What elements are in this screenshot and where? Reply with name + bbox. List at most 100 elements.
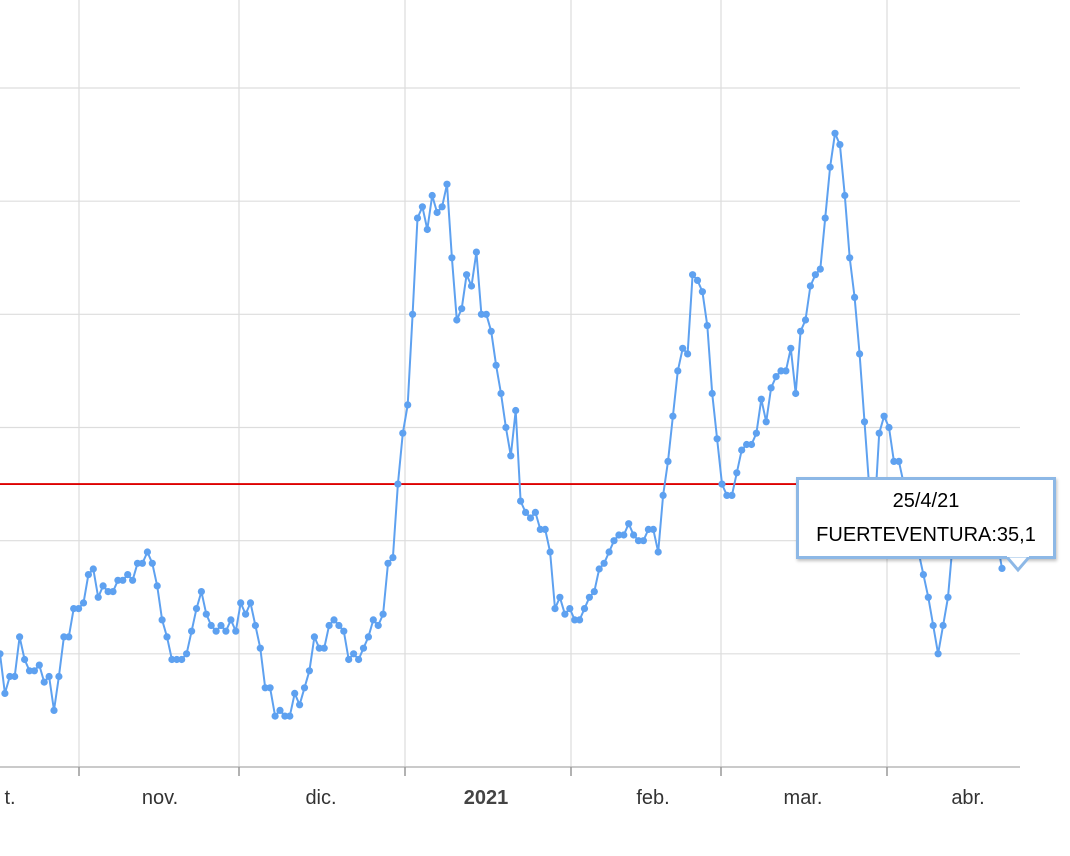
data-point[interactable] xyxy=(472,248,480,256)
data-point[interactable] xyxy=(75,605,83,613)
data-point[interactable] xyxy=(610,537,618,545)
data-point[interactable] xyxy=(242,610,250,618)
data-point[interactable] xyxy=(237,599,245,607)
data-point[interactable] xyxy=(94,593,102,601)
data-point[interactable] xyxy=(738,446,746,454)
data-point[interactable] xyxy=(620,531,628,539)
data-point[interactable] xyxy=(723,491,731,499)
data-point[interactable] xyxy=(630,531,638,539)
data-point[interactable] xyxy=(423,225,431,234)
data-point[interactable] xyxy=(566,605,574,613)
data-point[interactable] xyxy=(178,655,186,664)
data-point[interactable] xyxy=(246,599,255,607)
data-point[interactable] xyxy=(482,310,490,318)
data-point[interactable] xyxy=(222,627,230,635)
data-point[interactable] xyxy=(890,457,898,465)
data-point[interactable] xyxy=(212,627,220,635)
data-point[interactable] xyxy=(669,412,677,420)
data-point[interactable] xyxy=(625,520,633,528)
data-point[interactable] xyxy=(546,548,554,556)
data-point[interactable] xyxy=(202,610,210,618)
data-point[interactable] xyxy=(404,401,412,409)
data-point[interactable] xyxy=(463,271,471,279)
data-point[interactable] xyxy=(787,344,795,352)
data-point[interactable] xyxy=(502,423,510,432)
data-point[interactable] xyxy=(55,672,63,681)
data-point[interactable] xyxy=(836,141,844,149)
data-point[interactable] xyxy=(119,576,127,584)
data-point[interactable] xyxy=(792,389,800,398)
data-point[interactable] xyxy=(16,633,24,641)
data-point[interactable] xyxy=(45,672,53,681)
data-point[interactable] xyxy=(30,667,38,675)
data-point[interactable] xyxy=(659,491,667,499)
data-point[interactable] xyxy=(929,621,937,630)
data-point[interactable] xyxy=(826,163,834,171)
data-point[interactable] xyxy=(217,621,225,630)
data-point[interactable] xyxy=(158,616,166,624)
data-point[interactable] xyxy=(821,214,829,222)
data-point[interactable] xyxy=(600,559,608,567)
data-point[interactable] xyxy=(163,633,171,641)
data-point[interactable] xyxy=(487,327,495,335)
data-point[interactable] xyxy=(138,559,146,567)
data-point[interactable] xyxy=(846,254,854,262)
data-point[interactable] xyxy=(497,389,505,398)
data-point[interactable] xyxy=(296,701,304,709)
data-point[interactable] xyxy=(340,627,348,635)
data-point[interactable] xyxy=(84,571,92,579)
data-point[interactable] xyxy=(350,650,358,658)
data-point[interactable] xyxy=(374,621,382,630)
data-point[interactable] xyxy=(856,350,864,358)
data-point[interactable] xyxy=(944,593,952,601)
data-point[interactable] xyxy=(418,203,426,211)
data-point[interactable] xyxy=(467,282,476,290)
data-point[interactable] xyxy=(875,429,883,437)
data-point[interactable] xyxy=(752,429,761,437)
data-point[interactable] xyxy=(772,373,780,381)
data-point[interactable] xyxy=(183,650,191,658)
data-point[interactable] xyxy=(747,440,756,449)
data-point[interactable] xyxy=(79,599,88,607)
data-point[interactable] xyxy=(728,491,736,499)
data-point[interactable] xyxy=(526,514,535,522)
data-point[interactable] xyxy=(693,276,702,284)
data-point[interactable] xyxy=(811,271,820,279)
data-point[interactable] xyxy=(757,395,765,403)
data-point[interactable] xyxy=(99,582,107,590)
data-point[interactable] xyxy=(359,644,368,652)
data-point[interactable] xyxy=(207,621,215,630)
data-point[interactable] xyxy=(0,650,4,658)
data-point[interactable] xyxy=(806,282,815,290)
data-point[interactable] xyxy=(934,650,942,658)
data-point[interactable] xyxy=(11,672,19,681)
data-point[interactable] xyxy=(379,610,387,618)
data-point[interactable] xyxy=(438,203,446,211)
data-point[interactable] xyxy=(551,605,559,613)
data-point[interactable] xyxy=(389,554,397,562)
data-point[interactable] xyxy=(443,180,451,188)
data-point[interactable] xyxy=(413,214,422,222)
data-point[interactable] xyxy=(718,480,726,488)
data-point[interactable] xyxy=(895,457,903,465)
data-point[interactable] xyxy=(394,480,402,488)
data-point[interactable] xyxy=(153,582,161,590)
data-point[interactable] xyxy=(188,627,196,635)
data-point[interactable] xyxy=(580,605,589,613)
data-point[interactable] xyxy=(148,559,156,567)
data-point[interactable] xyxy=(109,588,117,596)
data-point[interactable] xyxy=(310,633,318,641)
data-point[interactable] xyxy=(65,633,73,641)
data-point[interactable] xyxy=(232,627,240,635)
data-point[interactable] xyxy=(595,565,603,573)
data-point[interactable] xyxy=(522,508,530,516)
data-point[interactable] xyxy=(733,469,741,477)
data-point[interactable] xyxy=(320,644,328,652)
data-point[interactable] xyxy=(924,593,932,601)
data-point[interactable] xyxy=(330,616,338,624)
data-point[interactable] xyxy=(227,616,235,624)
data-point[interactable] xyxy=(50,706,58,715)
data-point[interactable] xyxy=(801,316,810,324)
data-point[interactable] xyxy=(492,361,500,369)
data-point[interactable] xyxy=(453,316,461,324)
